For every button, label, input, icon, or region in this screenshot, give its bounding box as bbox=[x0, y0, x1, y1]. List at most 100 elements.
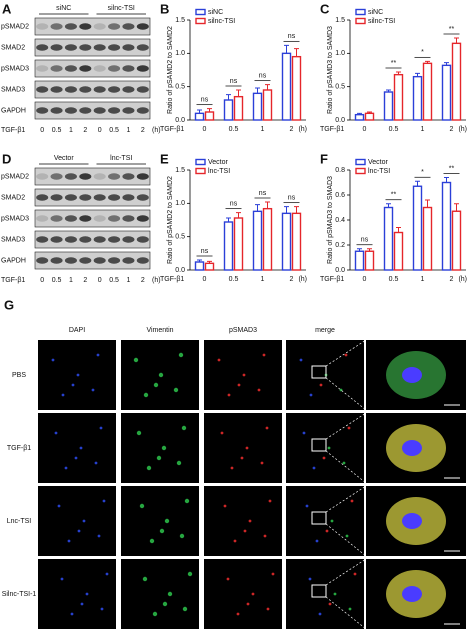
y-tick-label: 1.0 bbox=[175, 200, 185, 207]
blot-strip bbox=[34, 17, 151, 36]
bar bbox=[364, 112, 375, 121]
cell-signal bbox=[325, 529, 329, 533]
cell-signal bbox=[299, 358, 303, 362]
row-label: TGF-β1 bbox=[7, 445, 31, 452]
micrograph bbox=[286, 413, 364, 483]
blot-band bbox=[136, 44, 149, 51]
micrograph bbox=[38, 413, 116, 483]
legend-swatch bbox=[355, 8, 366, 16]
cell-signal bbox=[308, 577, 312, 581]
cell-signal bbox=[76, 373, 80, 377]
dose-label: 0.5 bbox=[109, 277, 119, 284]
micrograph bbox=[204, 413, 282, 483]
y-tick-label: 0.0 bbox=[335, 267, 345, 274]
zoom-box bbox=[311, 584, 327, 598]
bar bbox=[364, 250, 375, 271]
bar bbox=[412, 185, 423, 271]
blot-band bbox=[64, 107, 77, 114]
panel-letter: C bbox=[320, 1, 330, 16]
blot-band bbox=[50, 107, 63, 114]
blot-band bbox=[50, 236, 63, 243]
cell-signal bbox=[146, 465, 152, 471]
bar bbox=[441, 181, 452, 271]
legend-swatch bbox=[355, 167, 366, 175]
error-bar bbox=[197, 259, 202, 262]
y-tick-label: 1.5 bbox=[335, 17, 345, 24]
cell-signal bbox=[179, 533, 185, 539]
cell-signal bbox=[167, 591, 173, 597]
significance-label: ns bbox=[201, 248, 209, 255]
cell-signal bbox=[302, 431, 306, 435]
cell-signal bbox=[237, 383, 241, 387]
blot-band bbox=[93, 173, 106, 180]
cell-signal bbox=[96, 353, 100, 357]
y-tick-label: 0.6 bbox=[335, 192, 345, 199]
x-tick-label: 0 bbox=[363, 276, 367, 283]
error-bar bbox=[454, 203, 459, 212]
column-header: Vimentin bbox=[146, 327, 173, 334]
blot-band bbox=[79, 236, 92, 243]
cell-signal bbox=[345, 534, 349, 538]
x-tick-label: 2 bbox=[290, 126, 294, 133]
bar bbox=[281, 212, 292, 271]
blot-band bbox=[122, 65, 135, 72]
cell-signal bbox=[143, 392, 149, 398]
zoom-guide bbox=[325, 412, 367, 484]
blot-band bbox=[50, 65, 63, 72]
cell-signal bbox=[266, 607, 270, 611]
cell-signal bbox=[242, 373, 246, 377]
treatment-label: TGF-β1 bbox=[1, 277, 25, 284]
bar bbox=[281, 52, 292, 121]
bar bbox=[262, 207, 273, 271]
blot-band bbox=[122, 194, 135, 201]
blot-band bbox=[64, 44, 77, 51]
significance-label: ns bbox=[288, 195, 296, 202]
column-header: merge bbox=[315, 327, 335, 334]
bar bbox=[194, 112, 205, 121]
error-bar bbox=[284, 44, 289, 54]
significance-label: ns bbox=[259, 190, 267, 197]
cell-signal bbox=[105, 572, 109, 576]
bar bbox=[393, 73, 404, 121]
group-label: lnc-TSI bbox=[110, 155, 132, 162]
blot-band bbox=[93, 44, 106, 51]
cell-signal bbox=[184, 498, 190, 504]
error-bar bbox=[454, 37, 459, 44]
cell-signal bbox=[64, 466, 68, 470]
blot-band bbox=[79, 257, 92, 264]
x-tick-label: 2 bbox=[450, 126, 454, 133]
bar bbox=[451, 210, 462, 271]
micrograph bbox=[121, 559, 199, 629]
cell-signal bbox=[348, 607, 352, 611]
cell-nucleus bbox=[402, 367, 422, 383]
blot-band bbox=[122, 215, 135, 222]
x-tick-label: 1 bbox=[261, 126, 265, 133]
zoom-box bbox=[311, 511, 327, 525]
cell-signal bbox=[319, 383, 323, 387]
blot-band bbox=[79, 86, 92, 93]
blot-band bbox=[93, 236, 106, 243]
cell-signal bbox=[97, 534, 101, 538]
x-tick-label: 1 bbox=[261, 276, 265, 283]
y-tick-label: 1.5 bbox=[175, 167, 185, 174]
panel-letter: D bbox=[2, 151, 11, 166]
blot-band bbox=[122, 257, 135, 264]
bar bbox=[252, 210, 263, 271]
blot-band bbox=[64, 215, 77, 222]
cell-signal bbox=[74, 456, 78, 460]
error-bar bbox=[357, 248, 362, 252]
bar bbox=[262, 89, 273, 121]
cell-signal bbox=[173, 387, 179, 393]
blot-band bbox=[64, 173, 77, 180]
blot-row-label: GAPDH bbox=[1, 257, 26, 264]
dose-label: 1 bbox=[126, 127, 130, 134]
unit-label: (h) bbox=[152, 277, 161, 284]
blot-band bbox=[50, 173, 63, 180]
y-tick-label: 0.8 bbox=[335, 167, 345, 174]
error-bar bbox=[357, 112, 362, 115]
error-bar bbox=[236, 212, 241, 218]
blot-strip bbox=[34, 38, 151, 57]
column-header: pSMAD3 bbox=[229, 327, 257, 334]
row-label: Lnc-TSI bbox=[7, 518, 32, 525]
